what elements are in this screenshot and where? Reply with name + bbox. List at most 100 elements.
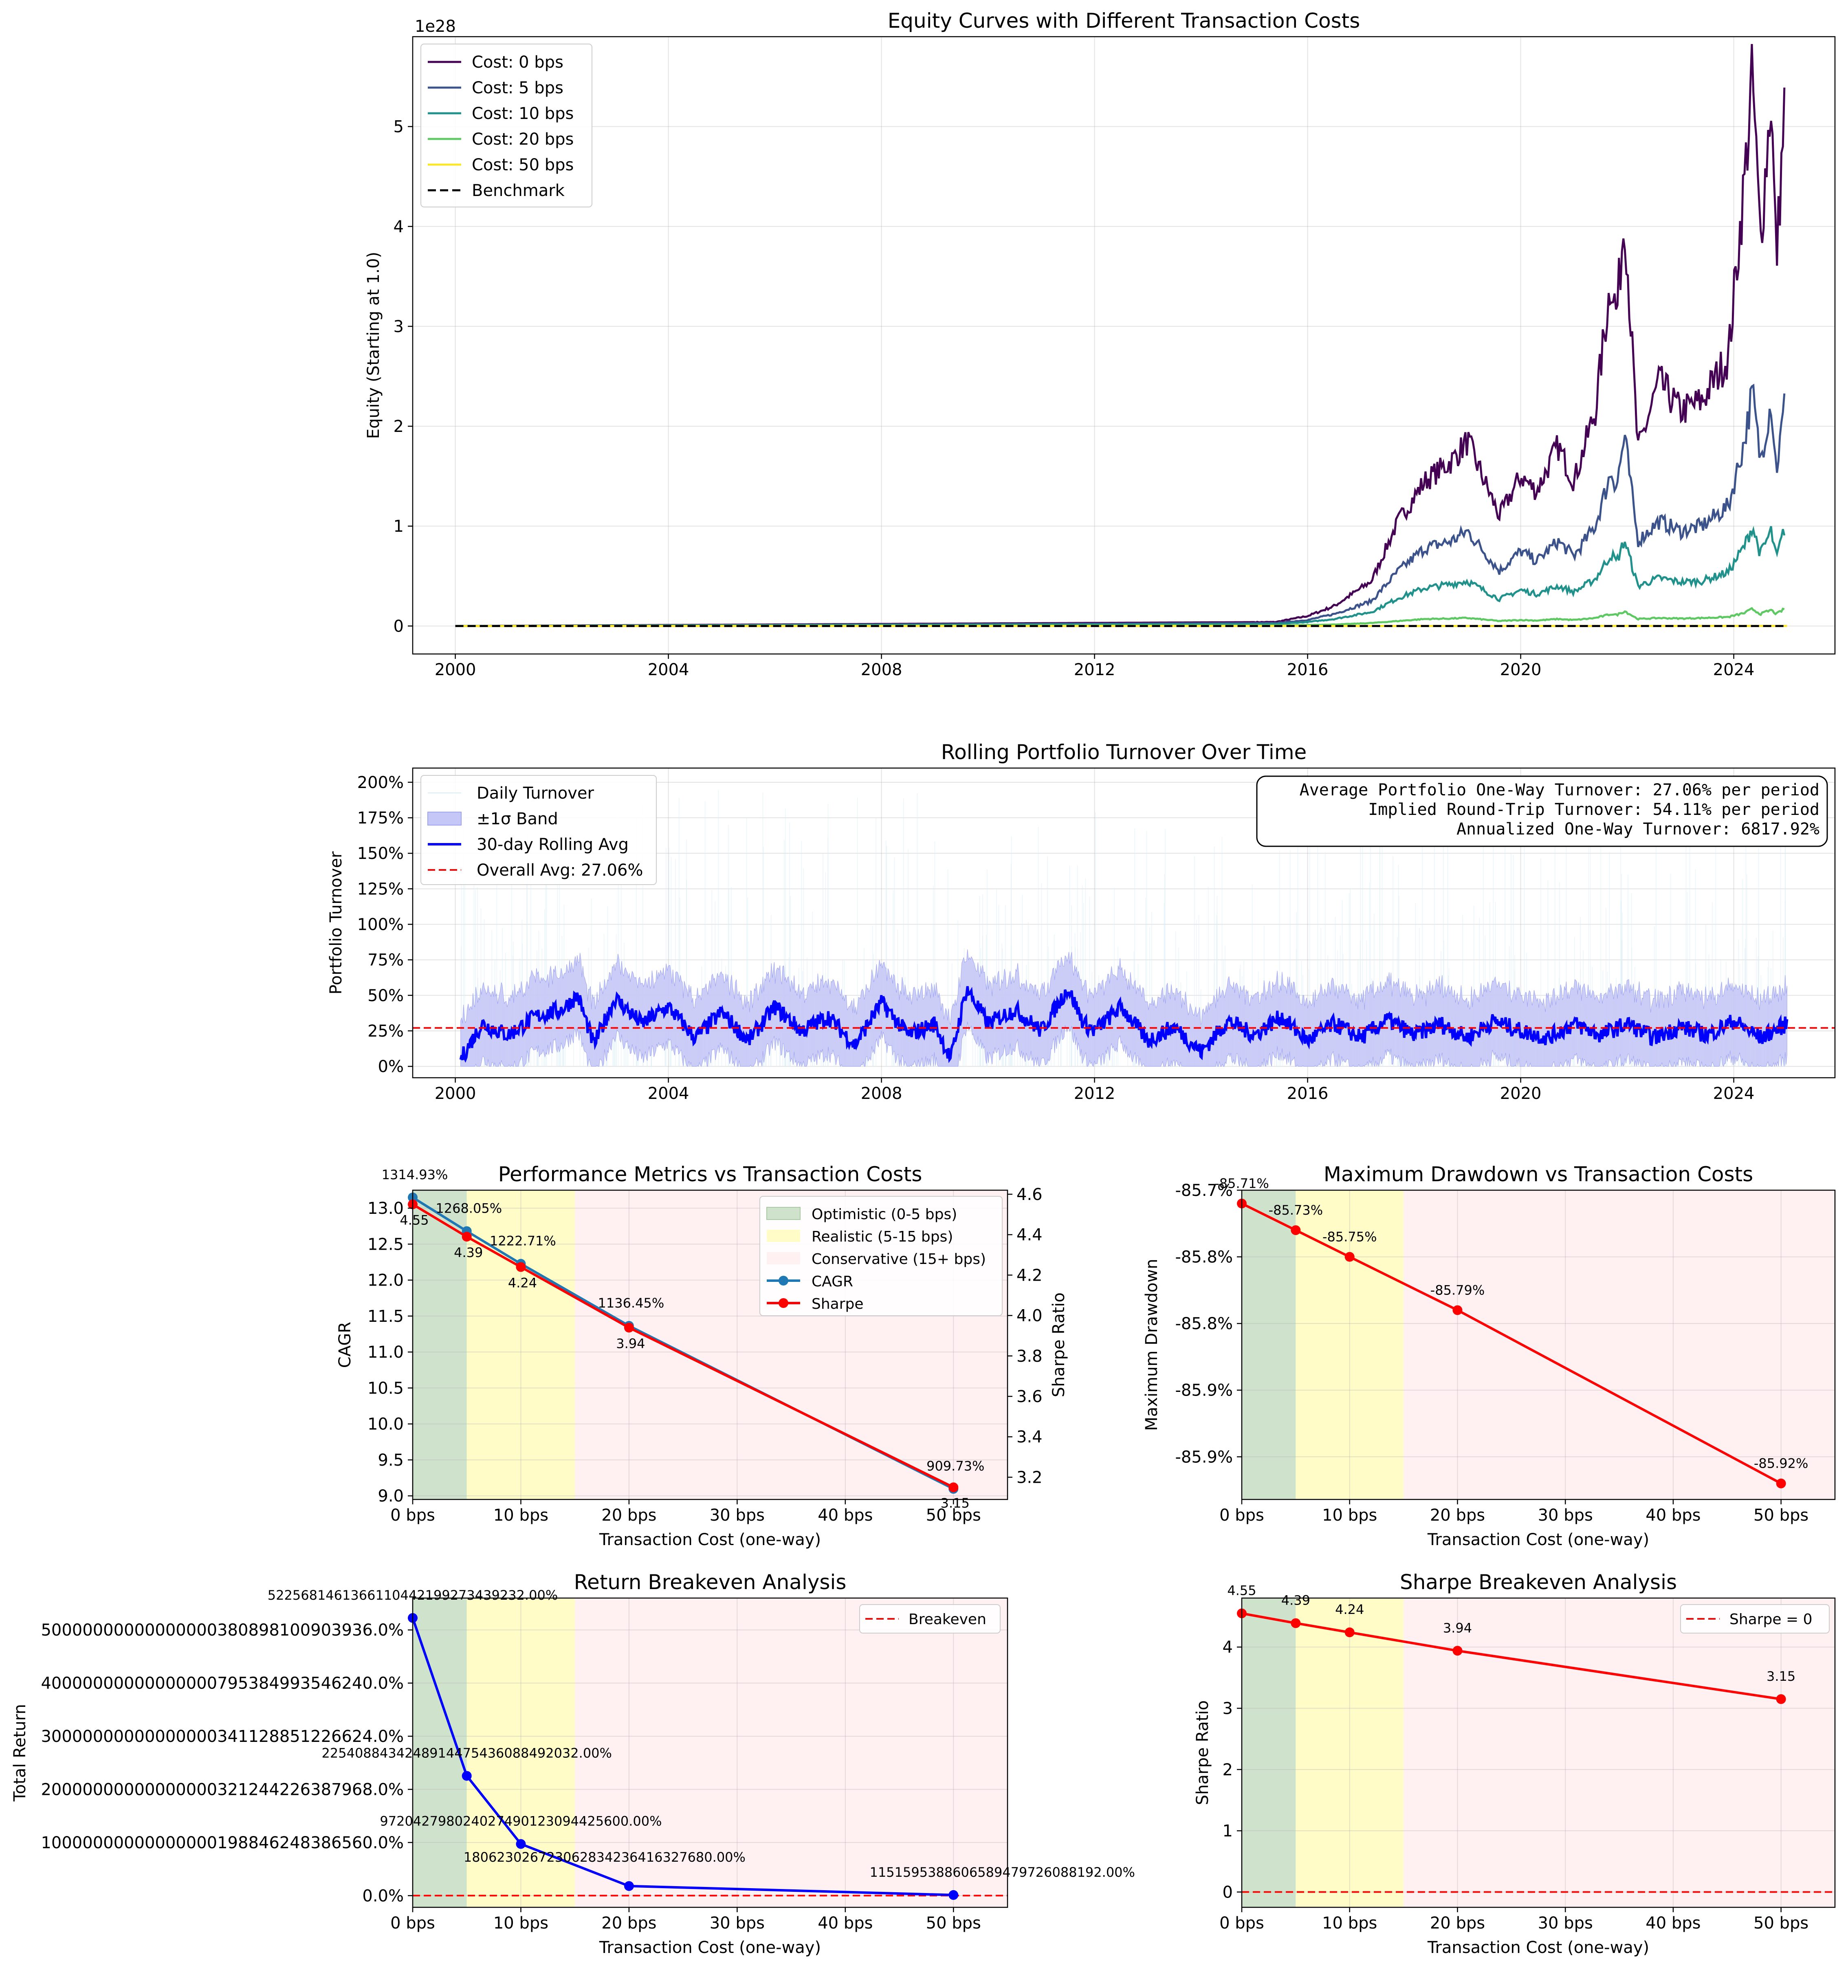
sharpe-point: [1776, 1694, 1786, 1704]
y-tick-label: 25%: [367, 1022, 404, 1041]
total-return-point: [516, 1839, 526, 1849]
x-tick-label: 0 bps: [1219, 1506, 1264, 1525]
y-tick-label: 50000000000000000380898100903936.0%: [41, 1621, 404, 1640]
y-axis-label-right: Sharpe Ratio: [1049, 1292, 1068, 1397]
axes-frame: [412, 36, 1836, 655]
legend-label: Sharpe = 0: [1729, 1611, 1812, 1628]
x-tick-label: 10 bps: [1322, 1914, 1377, 1933]
x-tick-label: 2004: [648, 660, 689, 679]
y-tick-label: 4: [1223, 1638, 1233, 1657]
legend-label: Daily Turnover: [477, 784, 594, 803]
x-tick-label: 2016: [1287, 1084, 1329, 1103]
series-line-2: [455, 526, 1786, 627]
y-tick-label: 50%: [367, 986, 404, 1005]
equity-legend: Cost: 0 bps Cost: 5 bps Cost: 10 bps Cost: …: [420, 44, 592, 207]
x-tick-label: 2000: [435, 1084, 476, 1103]
series-line-1: [455, 383, 1786, 627]
drawdown-point: [1452, 1305, 1463, 1315]
x-tick-label: 20 bps: [601, 1914, 656, 1933]
x-tick-label: 40 bps: [818, 1506, 873, 1525]
x-tick-label: 2024: [1713, 1084, 1755, 1103]
drawdown-data-label: -85.71%: [1214, 1176, 1269, 1191]
drawdown-point: [1776, 1478, 1786, 1488]
legend-label: Overall Avg: 27.06%: [477, 861, 643, 880]
sharpe-data-label: 3.15: [1767, 1669, 1795, 1684]
y-tick-label-right: 3.6: [1016, 1387, 1043, 1406]
y-tick-label: -85.8%: [1175, 1248, 1233, 1267]
legend-label: Conservative (15+ bps): [812, 1251, 986, 1268]
chart-title: Equity Curves with Different Transaction…: [888, 9, 1360, 33]
y-tick-label: 20000000000000000321244226387968.0%: [41, 1780, 404, 1799]
sharpe-data-label: 4.55: [1227, 1583, 1256, 1598]
y-tick-label-right: 4.6: [1016, 1185, 1043, 1204]
cagr-data-label: 909.73%: [926, 1458, 984, 1474]
axes-frame: [412, 1189, 1008, 1500]
chart-title: Rolling Portfolio Turnover Over Time: [941, 740, 1307, 764]
y-tick-label: 0%: [378, 1057, 404, 1076]
legend-box: [759, 1196, 1003, 1316]
optimistic-band: [1242, 1598, 1296, 1907]
x-tick-label: 2012: [1074, 1084, 1115, 1103]
equity-chart: 2000 2004 2008 2012 2016 2020 2024 0 1 2 3 4 5 Equity…: [364, 9, 1836, 679]
legend-label: Optimistic (0-5 bps): [812, 1206, 957, 1223]
y-tick-label: 3: [394, 317, 404, 336]
legend-box: [420, 44, 592, 207]
x-tick-label: 0 bps: [1219, 1914, 1264, 1933]
x-axis-label: Transaction Cost (one-way): [1427, 1938, 1649, 1957]
realistic-band: [1296, 1190, 1404, 1499]
drawdown-data-label: -85.75%: [1322, 1229, 1377, 1245]
sharpe-data-label: 4.24: [1335, 1602, 1364, 1617]
x-tick-label: 50 bps: [926, 1506, 981, 1525]
x-tick-label: 50 bps: [926, 1914, 981, 1933]
y-tick-label-right: 3.2: [1016, 1468, 1043, 1487]
x-tick-label: 0 bps: [390, 1914, 435, 1933]
y-axis-label: CAGR: [336, 1322, 354, 1368]
y-tick-label: 10.5: [367, 1379, 404, 1398]
legend-box: [859, 1604, 1001, 1634]
total-return-point: [624, 1881, 634, 1891]
legend-label: ±1σ Band: [477, 810, 558, 828]
x-tick-label: 2020: [1500, 1084, 1542, 1103]
total-return-data-label: 2254088434248914475436088492032.00%: [322, 1745, 612, 1761]
y-tick-label: 11.0: [367, 1343, 404, 1362]
x-tick-label: 40 bps: [818, 1914, 873, 1933]
legend-marker: [779, 1298, 788, 1308]
offset-text: 1e28: [415, 17, 456, 36]
drawdown-data-label: -85.73%: [1269, 1202, 1323, 1218]
y-tick-label: 1: [394, 517, 404, 536]
turnover-stats-box: Average Portfolio One-Way Turnover: 27.0…: [1256, 775, 1828, 847]
legend-label: Breakeven: [909, 1611, 986, 1628]
y-tick-label: 200%: [357, 773, 404, 792]
conservative-band: [575, 1598, 1008, 1907]
y-tick-label: 175%: [357, 809, 404, 828]
stats-line: Annualized One-Way Turnover: 6817.92%: [1456, 820, 1819, 839]
y-tick-label: 0.0%: [362, 1887, 404, 1905]
drawdown-point: [1344, 1252, 1355, 1262]
legend-label: Cost: 5 bps: [472, 79, 563, 97]
total-return-data-label: 972042798024027490123094425600.00%: [380, 1814, 662, 1829]
x-tick-label: 20 bps: [1430, 1914, 1485, 1933]
y-tick-label-right: 4.4: [1016, 1226, 1043, 1244]
y-tick-label: 2: [394, 417, 404, 436]
y-tick-label: 5: [394, 118, 404, 136]
y-tick-label: 9.5: [378, 1451, 404, 1470]
legend-label: Sharpe: [812, 1296, 864, 1312]
y-tick-label-right: 3.4: [1016, 1428, 1043, 1446]
chart-title: Sharpe Breakeven Analysis: [1400, 1570, 1677, 1594]
y-tick-label: 75%: [367, 951, 404, 970]
total-return-data-label: 180623026723062834236416327680.00%: [464, 1849, 746, 1865]
legend-label: Realistic (5-15 bps): [812, 1228, 953, 1245]
legend-swatch: [767, 1230, 800, 1242]
x-tick-label: 2012: [1074, 660, 1115, 679]
chart-title: Maximum Drawdown vs Transaction Costs: [1324, 1162, 1753, 1186]
drawdown-point: [1291, 1225, 1301, 1235]
axes-frame: [1241, 1597, 1836, 1908]
x-axis-label: Transaction Cost (one-way): [1427, 1530, 1649, 1549]
y-tick-label: 125%: [357, 880, 404, 898]
y-axis-label: Maximum Drawdown: [1142, 1259, 1161, 1431]
y-tick-label: 12.0: [367, 1271, 404, 1290]
cagr-data-label: 1222.71%: [490, 1233, 556, 1249]
y-tick-label-right: 4.2: [1016, 1266, 1043, 1285]
optimistic-band: [1242, 1190, 1296, 1499]
legend-box: [420, 775, 657, 885]
